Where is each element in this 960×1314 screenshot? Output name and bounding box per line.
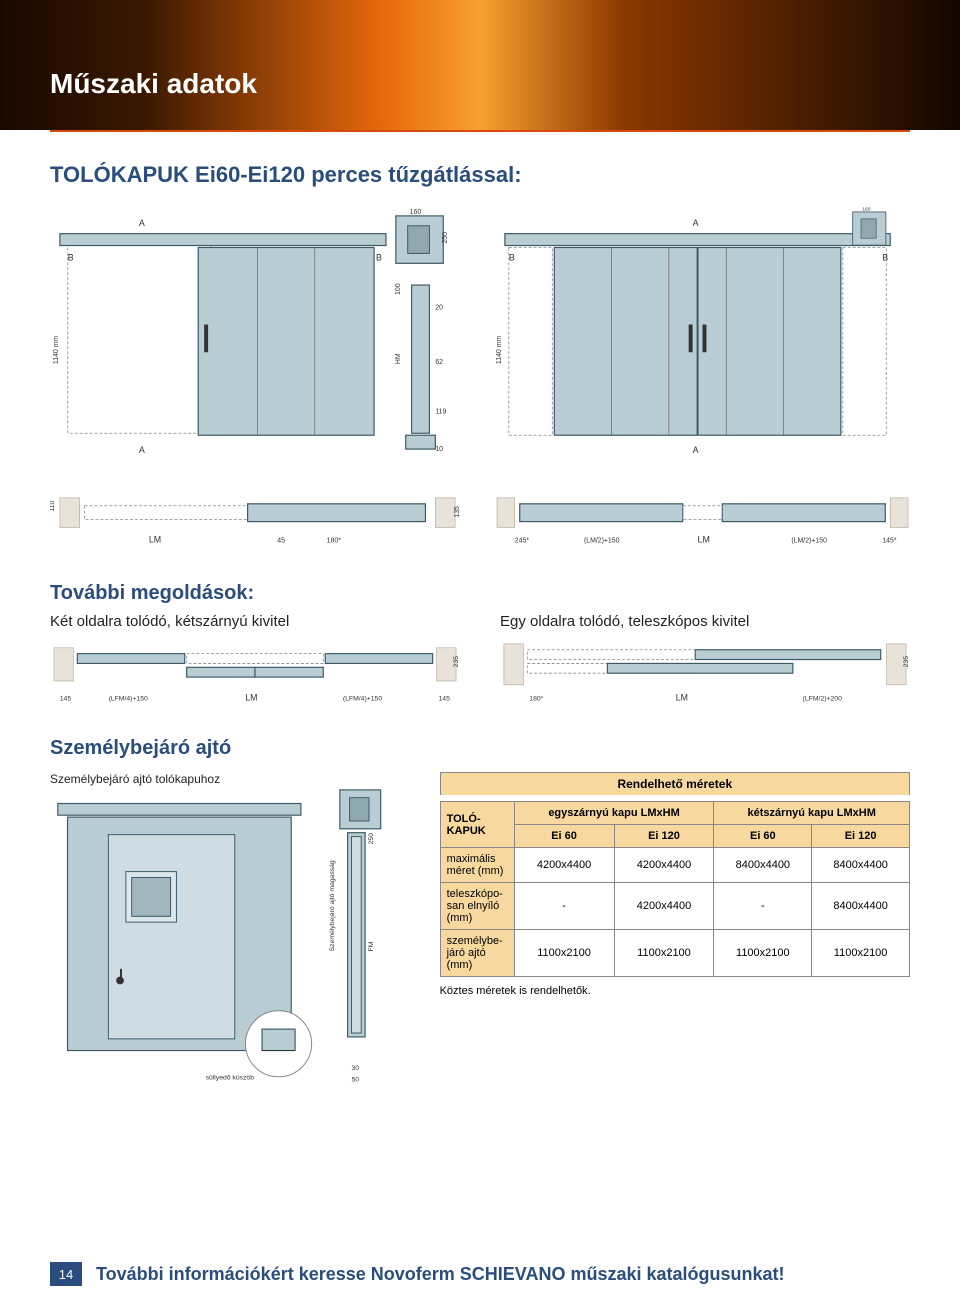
svg-text:10: 10 <box>435 446 443 453</box>
svg-text:250: 250 <box>368 833 375 845</box>
col-2: Ei 60 <box>714 825 812 848</box>
svg-text:(LFM/2)+200: (LFM/2)+200 <box>803 696 842 703</box>
page-number: 14 <box>50 1262 82 1286</box>
telescopic-plan: 180* LM (LFM/2)+200 235 <box>500 640 910 718</box>
svg-text:B: B <box>68 252 74 262</box>
plan-sections: 110 LM 45 180* 135 245* (LM/2)+150 LM (L… <box>50 488 910 557</box>
wicket-elevation: süllyedő küszöb 80 250 Személybejáró ajt… <box>50 786 420 1088</box>
svg-text:süllyedő küszöb: süllyedő küszöb <box>206 1075 255 1082</box>
svg-text:20: 20 <box>435 305 443 312</box>
svg-text:(LFM/4)+150: (LFM/4)+150 <box>343 696 382 703</box>
table-title: Rendelhető méretek <box>440 772 910 795</box>
svg-text:45: 45 <box>277 537 285 544</box>
svg-text:LM: LM <box>698 534 710 544</box>
svg-text:145: 145 <box>439 696 451 703</box>
svg-text:145*: 145* <box>882 537 897 544</box>
svg-text:30: 30 <box>351 1065 359 1072</box>
svg-text:A: A <box>139 218 145 228</box>
group-right: kétszárnyú kapu LMxHM <box>714 802 910 825</box>
svg-text:180*: 180* <box>327 537 342 544</box>
further-solutions-title: További megoldások: <box>50 582 910 605</box>
svg-text:180*: 180* <box>529 696 543 703</box>
group-left: egyszárnyú kapu LMxHM <box>514 802 714 825</box>
table-row: maximális méret (mm) 4200x4400 4200x4400… <box>440 848 909 883</box>
footer: 14 További információkért keresse Novofe… <box>50 1262 910 1286</box>
svg-text:119: 119 <box>435 408 446 415</box>
page-title: Műszaki adatok <box>50 68 257 100</box>
biparting-plan: 145 (LFM/4)+150 LM (LFM/4)+150 145 235 <box>50 640 460 718</box>
svg-text:1140 mm: 1140 mm <box>53 336 60 365</box>
svg-text:1140 mm: 1140 mm <box>496 336 503 365</box>
svg-text:135: 135 <box>454 506 461 518</box>
svg-text:A: A <box>693 445 699 455</box>
svg-text:245*: 245* <box>515 537 530 544</box>
wicket-caption: Személybejáró ajtó tolókapuhoz <box>50 772 420 786</box>
spec-table-wrap: Rendelhető méretek TOLÓ-KAPUK egyszárnyú… <box>440 772 910 1093</box>
footer-text: További információkért keresse Novoferm … <box>96 1264 785 1285</box>
subtitle: TOLÓKAPUK Ei60-Ei120 perces tűzgátlással… <box>50 162 910 188</box>
col-0: Ei 60 <box>514 825 614 848</box>
svg-text:250: 250 <box>442 232 449 244</box>
svg-text:145: 145 <box>60 696 72 703</box>
svg-text:A: A <box>139 445 145 455</box>
svg-text:50: 50 <box>351 1077 359 1084</box>
svg-text:62: 62 <box>435 359 443 366</box>
svg-text:(LM/2)+150: (LM/2)+150 <box>584 537 620 544</box>
svg-text:160: 160 <box>862 207 870 213</box>
table-row: személybe-járó ajtó (mm) 1100x2100 1100x… <box>440 930 909 977</box>
svg-text:(LM/2)+150: (LM/2)+150 <box>791 537 827 544</box>
col-right-label: Egy oldalra tolódó, teleszkópos kivitel <box>500 613 910 630</box>
svg-text:Személybejáró ajtó magasság: Személybejáró ajtó magasság <box>329 860 336 951</box>
double-leaf-elevation: A B B A 1140 mm 160 <box>495 206 910 463</box>
double-leaf-plan: 245* (LM/2)+150 LM (LM/2)+150 145* <box>495 488 910 557</box>
svg-text:HM: HM <box>395 353 402 364</box>
col-left-label: Két oldalra tolódó, kétszárnyú kivitel <box>50 613 460 630</box>
spec-table: TOLÓ-KAPUK egyszárnyú kapu LMxHM kétszár… <box>440 801 910 977</box>
svg-text:B: B <box>882 252 888 262</box>
header-band: Műszaki adatok <box>0 0 960 130</box>
elevation-diagrams: A B B A 1140 mm 160 250 20 100 HM 62 <box>50 206 910 463</box>
table-note: Köztes méretek is rendelhetők. <box>440 985 910 997</box>
single-leaf-elevation: A B B A 1140 mm 160 250 20 100 HM 62 <box>50 206 465 463</box>
svg-text:235: 235 <box>903 656 910 668</box>
rowhead-group: TOLÓ-KAPUK <box>440 802 514 848</box>
svg-text:235: 235 <box>453 656 460 668</box>
svg-text:160: 160 <box>410 209 422 216</box>
svg-text:B: B <box>376 252 382 262</box>
col-3: Ei 120 <box>812 825 910 848</box>
svg-text:(LFM/4)+150: (LFM/4)+150 <box>109 696 148 703</box>
col-1: Ei 120 <box>614 825 714 848</box>
svg-text:100: 100 <box>395 283 402 295</box>
svg-text:FM: FM <box>368 941 375 951</box>
table-row: teleszkópo-san elnyíló (mm) - 4200x4400 … <box>440 883 909 930</box>
svg-text:A: A <box>693 218 699 228</box>
wicket-row: Személybejáró ajtó tolókapuhoz süllyedő … <box>50 772 910 1093</box>
svg-text:80: 80 <box>350 786 358 788</box>
svg-text:LM: LM <box>245 693 257 703</box>
further-solutions: Két oldalra tolódó, kétszárnyú kivitel 1… <box>50 613 910 723</box>
svg-text:B: B <box>509 252 515 262</box>
svg-text:110: 110 <box>50 500 56 511</box>
content-area: TOLÓKAPUK Ei60-Ei120 perces tűzgátlással… <box>0 132 960 1093</box>
single-leaf-plan: 110 LM 45 180* 135 <box>50 488 465 557</box>
svg-text:LM: LM <box>676 693 688 703</box>
svg-text:LM: LM <box>149 534 161 544</box>
wicket-title: Személybejáró ajtó <box>50 737 910 760</box>
